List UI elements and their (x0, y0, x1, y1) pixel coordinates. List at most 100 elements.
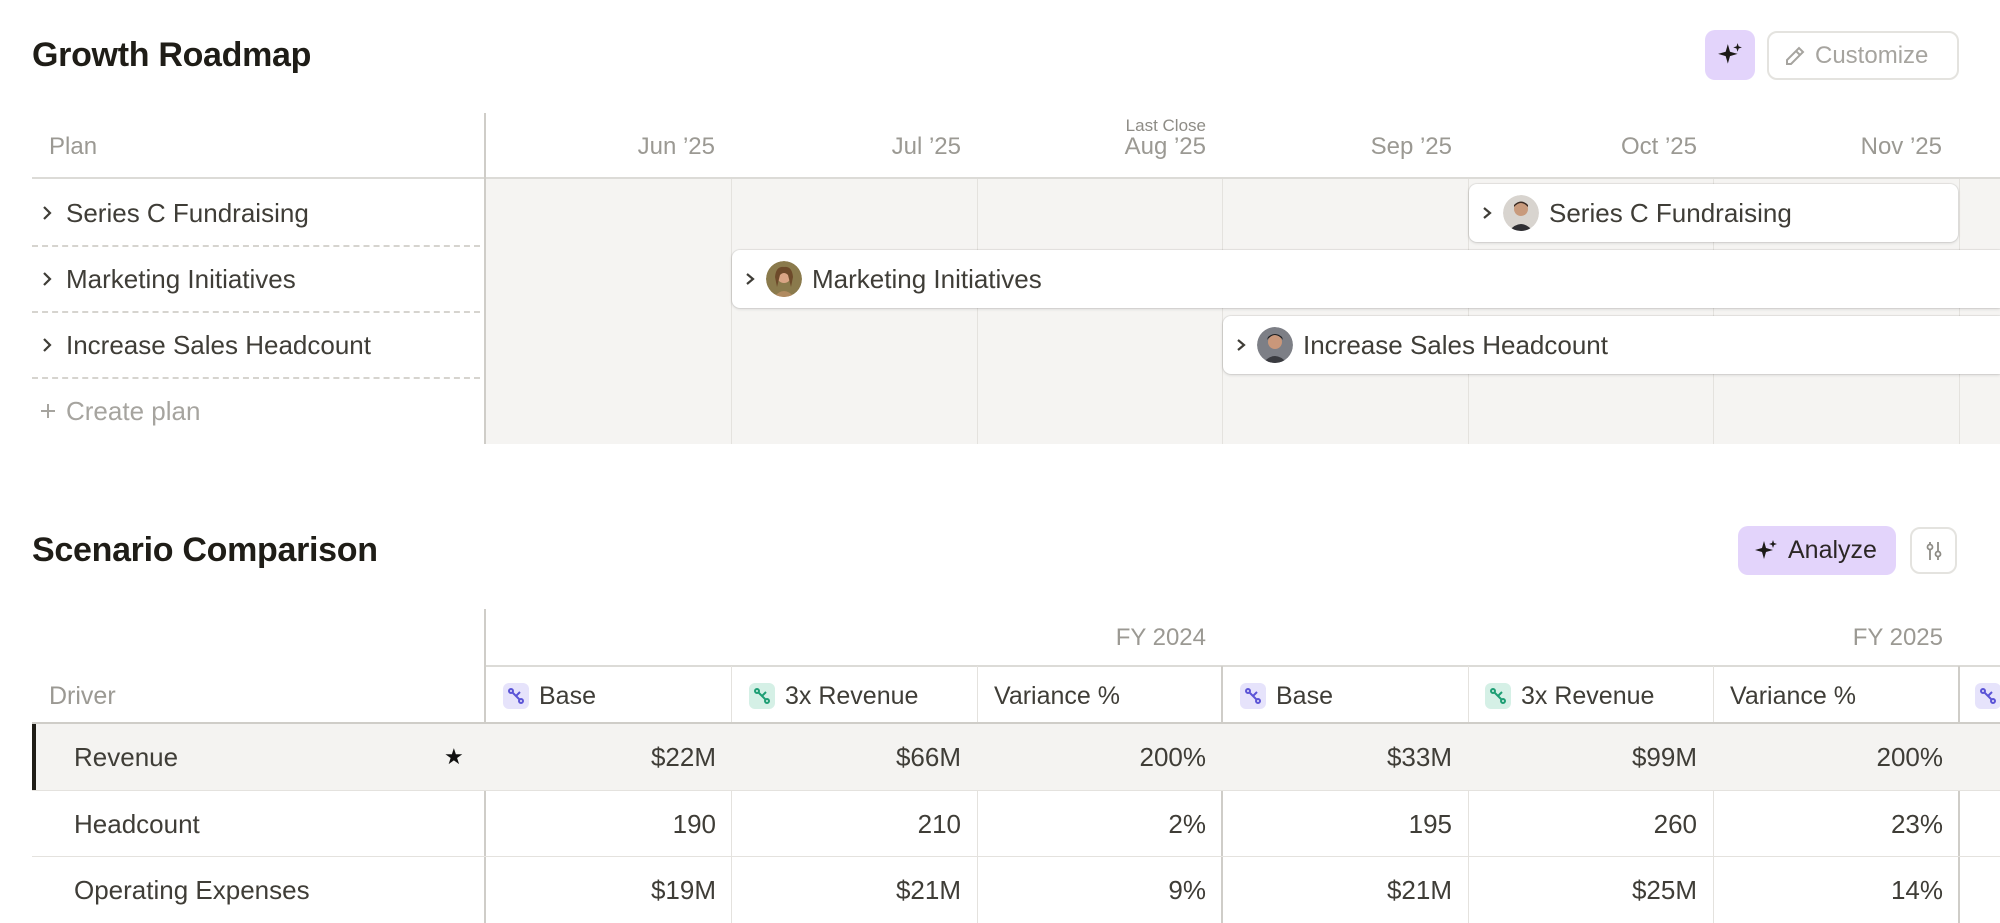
grid-line (731, 179, 732, 444)
column-header-base[interactable]: Base (503, 676, 596, 716)
timeline-bar-marketing[interactable]: Marketing Initiatives (732, 250, 2000, 308)
customize-button[interactable]: Customize (1767, 31, 1959, 80)
grid-line (977, 179, 978, 444)
table-cell[interactable]: $21M (1386, 875, 1452, 905)
ai-sparkle-button[interactable] (1705, 30, 1755, 80)
plan-divider (32, 311, 480, 313)
sliders-icon (1926, 541, 1941, 560)
fiscal-year-label: FY 2025 (1852, 624, 1943, 651)
plan-divider (32, 245, 480, 247)
scenario-title: Scenario Comparison (32, 531, 378, 569)
chevron-right-icon[interactable] (32, 270, 66, 288)
column-header-3x-revenue[interactable]: 3x Revenue (1485, 676, 1654, 716)
plan-row-sales-headcount[interactable]: Increase Sales Headcount (32, 312, 480, 378)
grid-line (1713, 179, 1714, 444)
table-cell[interactable]: $21M (895, 875, 961, 905)
grid-line (1468, 666, 1469, 923)
column-label: Variance % (1730, 681, 1856, 710)
column-label: Variance % (994, 681, 1120, 710)
column-header-overflow[interactable] (1975, 676, 2000, 716)
grid-line (1959, 179, 1960, 444)
table-cell[interactable]: 260 (1653, 809, 1697, 839)
sparkle-icon (1755, 539, 1777, 559)
table-cell[interactable]: $19M (650, 875, 716, 905)
roadmap-left-border (484, 113, 486, 444)
year-grid-line (1221, 666, 1223, 923)
timeline-bar-sales-headcount[interactable]: Increase Sales Headcount (1223, 316, 2000, 374)
row-divider (32, 790, 2000, 791)
grid-line (1713, 666, 1714, 923)
star-icon[interactable]: ★ (444, 744, 464, 769)
selected-row-indicator (32, 724, 36, 790)
grid-line (1468, 179, 1469, 444)
chevron-right-icon[interactable] (744, 271, 756, 287)
avatar (766, 261, 802, 297)
driver-name: Revenue (74, 741, 179, 772)
month-label-jul: Jul ’25 (891, 133, 961, 160)
table-cell[interactable]: $99M (1631, 742, 1697, 772)
table-cell[interactable]: $22M (650, 742, 716, 772)
table-row-revenue[interactable] (32, 724, 2000, 790)
analyze-label: Analyze (1788, 536, 1877, 564)
table-cell[interactable]: 9% (1168, 875, 1206, 905)
column-header-3x-revenue[interactable]: 3x Revenue (749, 676, 918, 716)
fiscal-year-divider (486, 665, 2000, 667)
table-settings-button[interactable] (1910, 527, 1957, 574)
timeline-bar-label: Increase Sales Headcount (1303, 329, 1608, 360)
column-label: 3x Revenue (785, 681, 919, 710)
table-cell[interactable]: 195 (1408, 809, 1452, 839)
pencil-icon (1786, 46, 1805, 65)
table-cell[interactable]: 210 (917, 809, 961, 839)
month-label-sep: Sep ’25 (1370, 133, 1452, 160)
year-grid-line (1958, 666, 1960, 923)
table-cell[interactable]: $66M (895, 742, 961, 772)
table-cell[interactable]: 23% (1890, 809, 1943, 839)
create-plan-button[interactable]: Create plan (32, 378, 480, 444)
plan-name: Marketing Initiatives (66, 263, 296, 294)
scenario-branch-icon (749, 683, 775, 709)
column-header-base[interactable]: Base (1240, 676, 1333, 716)
table-cell[interactable]: 200% (1876, 742, 1944, 772)
roadmap-title: Growth Roadmap (32, 36, 312, 74)
table-cell[interactable]: $33M (1386, 742, 1452, 772)
chevron-right-icon[interactable] (1481, 205, 1493, 221)
chevron-right-icon[interactable] (1235, 337, 1247, 353)
scenario-branch-icon (1485, 683, 1511, 709)
plan-name: Series C Fundraising (66, 197, 309, 228)
timeline-bar-label: Marketing Initiatives (812, 263, 1042, 294)
scenario-branch-icon (1240, 683, 1266, 709)
column-label: Base (1276, 681, 1333, 710)
scenario-header-divider (32, 722, 2000, 724)
row-divider (32, 856, 2000, 857)
scenario-branch-icon (503, 683, 529, 709)
sparkle-icon (1718, 43, 1742, 64)
plan-row-marketing[interactable]: Marketing Initiatives (32, 246, 480, 312)
plan-divider (32, 377, 480, 379)
table-cell[interactable]: 2% (1168, 809, 1206, 839)
analyze-button[interactable]: Analyze (1738, 526, 1896, 575)
plan-name: Increase Sales Headcount (66, 329, 371, 360)
plan-row-series-c[interactable]: Series C Fundraising (32, 180, 480, 246)
month-label-nov: Nov ’25 (1860, 133, 1942, 160)
avatar (1503, 195, 1539, 231)
timeline-bar-series-c[interactable]: Series C Fundraising (1469, 184, 1958, 242)
roadmap-header-divider (32, 177, 2000, 179)
grid-line (977, 666, 978, 923)
customize-label: Customize (1815, 41, 1929, 69)
chevron-right-icon[interactable] (32, 204, 66, 222)
table-cell[interactable]: 14% (1890, 875, 1943, 905)
table-cell[interactable]: $25M (1631, 875, 1697, 905)
column-label: 3x Revenue (1521, 681, 1655, 710)
table-cell[interactable]: 200% (1139, 742, 1207, 772)
chevron-right-icon[interactable] (32, 336, 66, 354)
driver-name: Headcount (74, 808, 200, 839)
last-close-label: Last Close (1125, 116, 1206, 135)
driver-column-header: Driver (49, 682, 116, 710)
column-header-variance[interactable]: Variance % (1730, 676, 1856, 716)
column-header-variance[interactable]: Variance % (994, 676, 1120, 716)
table-cell[interactable]: 190 (672, 809, 716, 839)
plan-column-header: Plan (49, 133, 98, 160)
grid-line (1222, 179, 1223, 444)
month-label-oct: Oct ’25 (1620, 133, 1697, 160)
driver-name: Operating Expenses (74, 874, 310, 905)
